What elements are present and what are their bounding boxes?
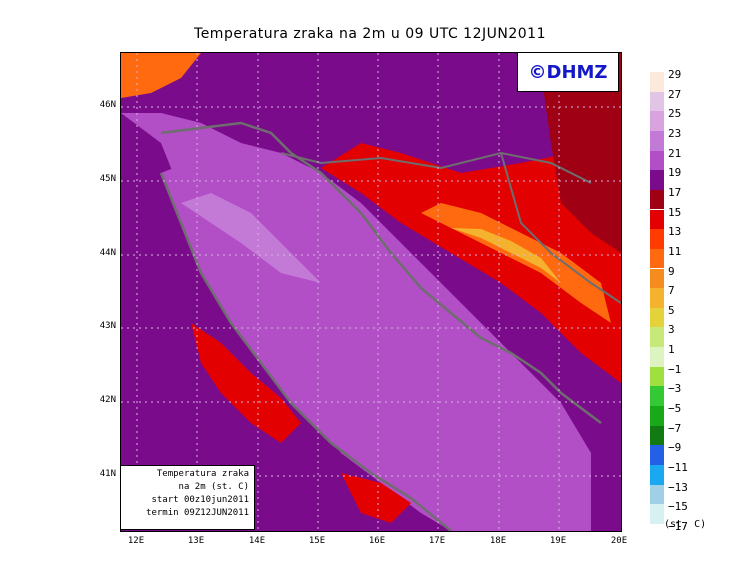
italy-warm: [191, 323, 301, 443]
lon-label-17e: 17E: [428, 536, 446, 546]
info-line-2: na 2m (st. C): [178, 482, 249, 492]
legend-label: −5: [668, 402, 682, 416]
lat-label-42n: 42N: [99, 395, 116, 405]
coastline: [160, 121, 602, 424]
legend-swatch: [650, 248, 664, 269]
legend-label: −9: [668, 441, 682, 455]
legend-label: 5: [668, 303, 675, 317]
legend-swatch: [650, 307, 664, 328]
legend-swatch: [650, 445, 664, 465]
legend-label: −13: [668, 480, 688, 494]
legend-swatch: [650, 268, 664, 289]
hot-core: [451, 228, 561, 283]
grid-lines: [121, 53, 621, 531]
legend-swatch: [650, 347, 664, 367]
sea-light-band: [181, 193, 321, 283]
legend-swatch: [650, 425, 664, 446]
temperature-map[interactable]: [120, 52, 622, 532]
lon-label-13e: 13E: [187, 536, 205, 546]
temperature-field: [121, 53, 621, 531]
legend-swatch: [650, 406, 664, 426]
legend-label: −15: [668, 500, 688, 514]
lon-label-12e: 12E: [127, 536, 145, 546]
legend-label: 1: [668, 343, 675, 357]
legend-swatch: [650, 189, 664, 210]
lon-label-15e: 15E: [308, 536, 326, 546]
legend-swatch: [650, 523, 664, 544]
legend-swatch: [650, 366, 664, 387]
legend-label: 7: [668, 284, 675, 298]
legend-swatch: [650, 504, 664, 524]
info-line-4: termin 09Z12JUN2011: [146, 508, 249, 518]
legend-label: −3: [668, 382, 682, 396]
legend-label: 23: [668, 126, 682, 140]
legend-label: −7: [668, 421, 682, 435]
map-title: Temperatura zraka na 2m u 09 UTC 12JUN20…: [194, 26, 546, 42]
lat-label-46n: 46N: [99, 100, 116, 110]
legend-swatch: [650, 130, 664, 151]
info-line-1: Temperatura zraka: [156, 469, 249, 479]
legend-label: 17: [668, 185, 682, 199]
legend-swatch: [650, 91, 664, 112]
legend-label: 19: [668, 166, 682, 180]
legend-swatch: [650, 386, 664, 406]
info-line-3: start 00z10jun2011: [151, 495, 249, 505]
legend-label: −1: [668, 362, 682, 376]
lon-label-19e: 19E: [549, 536, 567, 546]
lat-label-44n: 44N: [99, 248, 116, 258]
legend-label: 3: [668, 323, 675, 337]
legend-label: 25: [668, 107, 682, 121]
lat-label-41n: 41N: [99, 469, 116, 479]
lon-label-16e: 16E: [368, 536, 386, 546]
legend-label: 9: [668, 264, 675, 278]
legend-unit: (st. C): [664, 519, 707, 530]
legend-swatch: [650, 327, 664, 348]
legend-label: 15: [668, 205, 682, 219]
legend-label: −17: [668, 519, 688, 533]
lon-label-18e: 18E: [489, 536, 507, 546]
legend-label: 29: [668, 68, 682, 81]
italy-south-warm: [341, 473, 411, 523]
warm-band: [321, 143, 621, 383]
lat-label-43n: 43N: [99, 321, 116, 331]
red-east: [541, 53, 621, 253]
forecast-info-box: Temperatura zraka na 2m (st. C) start 00…: [120, 465, 255, 530]
border-lines: [280, 151, 621, 304]
northwest-warm: [121, 53, 201, 98]
legend-label: 11: [668, 244, 682, 258]
legend-label: 21: [668, 146, 682, 160]
coastline-italy: [159, 172, 452, 531]
legend-swatch: [650, 209, 664, 230]
legend-swatch: [650, 465, 664, 485]
lon-label-20e: 20E: [610, 536, 628, 546]
land-italy: [121, 113, 451, 531]
lat-label-45n: 45N: [99, 174, 116, 184]
legend-swatch: [650, 229, 664, 249]
legend-swatch: [650, 150, 664, 171]
legend-swatch: [650, 72, 664, 92]
legend-swatch: [650, 288, 664, 308]
legend-label: 13: [668, 225, 682, 239]
dhmz-logo: ©DHMZ: [517, 52, 619, 92]
legend-label: −11: [668, 461, 688, 474]
legend-swatch: [650, 111, 664, 131]
color-legend: [650, 72, 670, 544]
legend-swatch: [650, 484, 664, 505]
legend-swatch: [650, 170, 664, 190]
lon-label-14e: 14E: [248, 536, 266, 546]
legend-label: 27: [668, 87, 682, 101]
